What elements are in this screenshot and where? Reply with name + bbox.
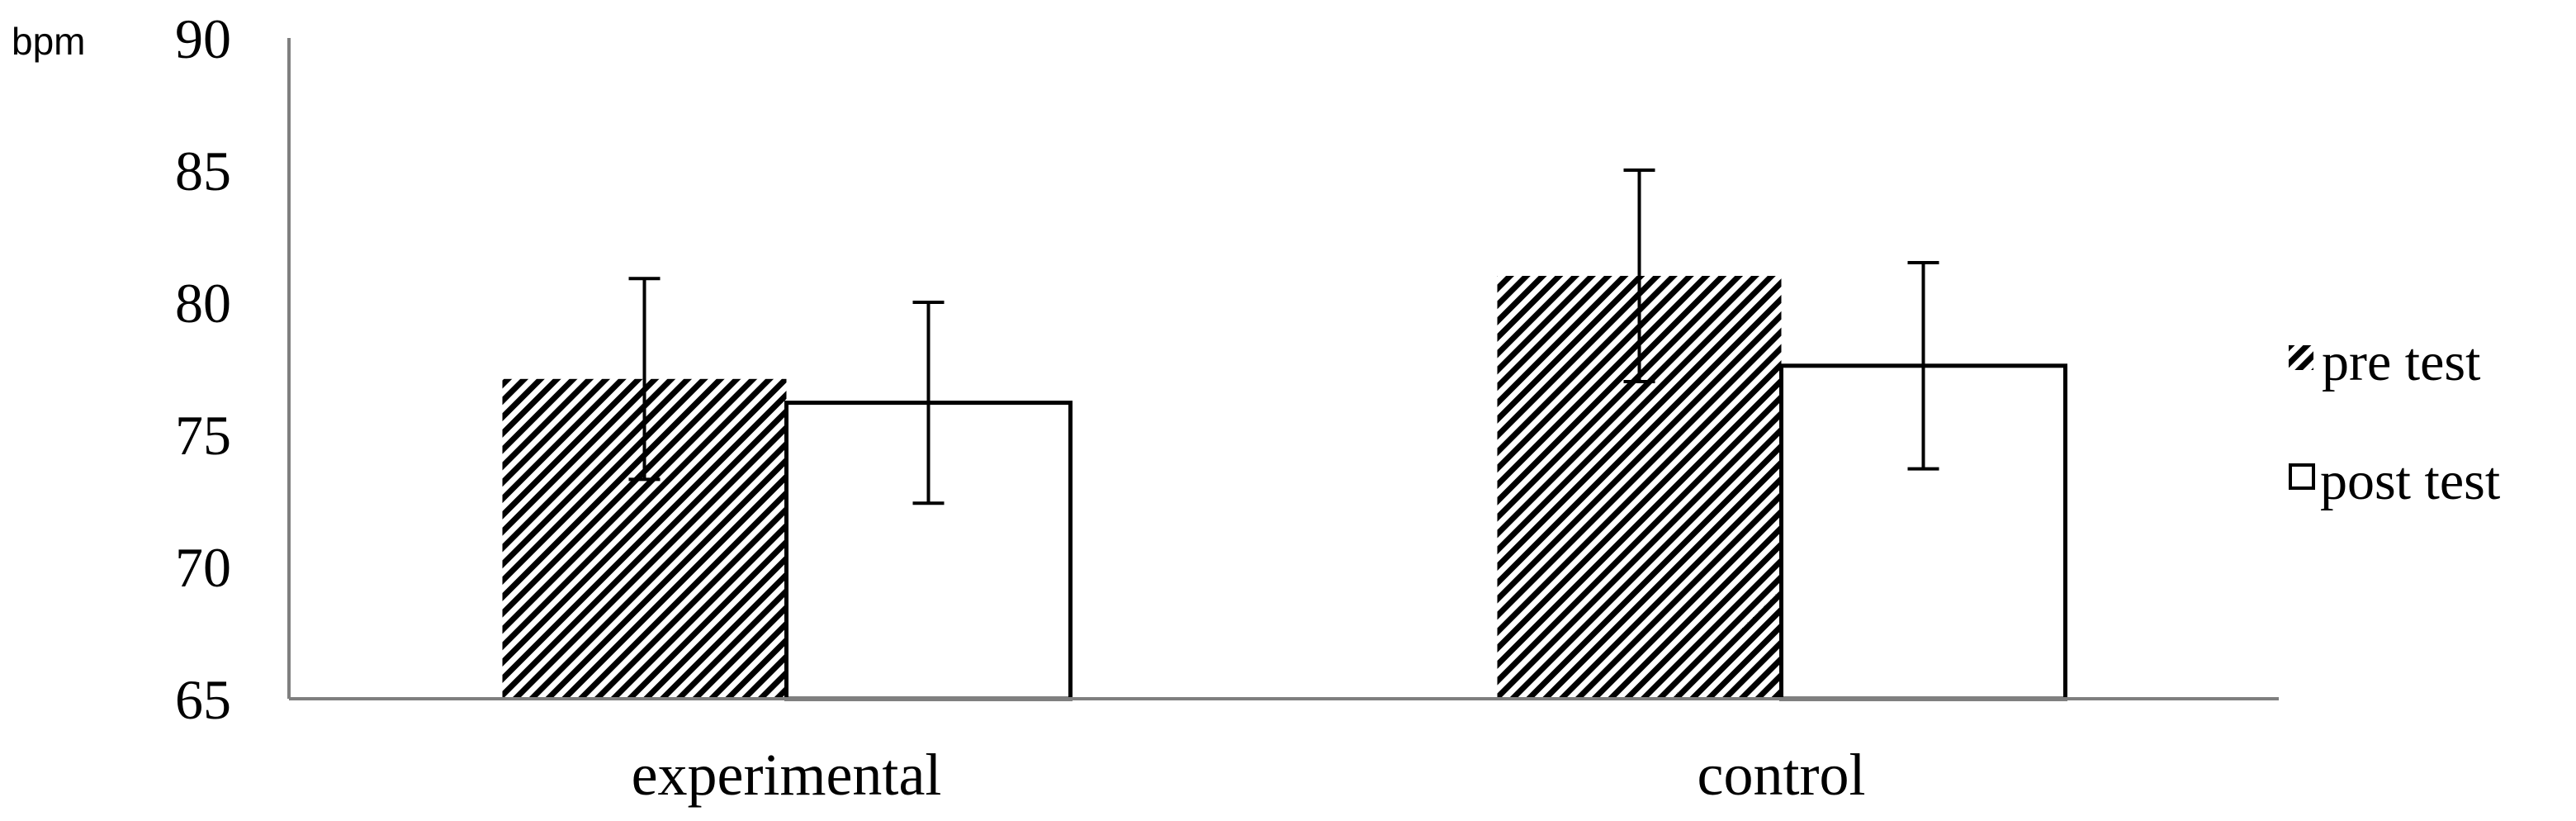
error-bars [628, 168, 1939, 505]
y-tick-label: 90 [175, 7, 231, 70]
y-tick-label: 80 [175, 272, 231, 335]
y-axis-unit-label: bpm [12, 20, 85, 63]
error-bar-pre-test-experimental [628, 277, 661, 482]
legend-item-pre-test: pre test [2289, 332, 2480, 392]
legend-label-pre-test: pre test [2322, 332, 2480, 392]
legend-item-post-test: post test [2289, 451, 2500, 511]
y-tick-label: 65 [175, 668, 231, 731]
y-tick-label: 70 [175, 536, 231, 599]
x-category-label: experimental [632, 742, 942, 808]
x-category-labels: experimental control [632, 742, 1866, 808]
bars [502, 276, 2067, 701]
legend: pre test post test [2289, 332, 2500, 511]
error-bar-pre-test-control [1623, 168, 1655, 383]
x-category-label: control [1698, 742, 1866, 808]
error-bar-post-test-control [1907, 261, 1939, 471]
legend-swatch-post-test [2289, 463, 2315, 490]
legend-swatch-pre-test [2289, 345, 2313, 370]
y-tick-label: 75 [175, 404, 231, 467]
error-bar-post-test-experimental [912, 301, 945, 505]
legend-label-post-test: post test [2320, 451, 2500, 511]
y-tick-label: 85 [175, 140, 231, 202]
y-tick-labels: 65 70 75 80 85 90 [175, 7, 231, 731]
